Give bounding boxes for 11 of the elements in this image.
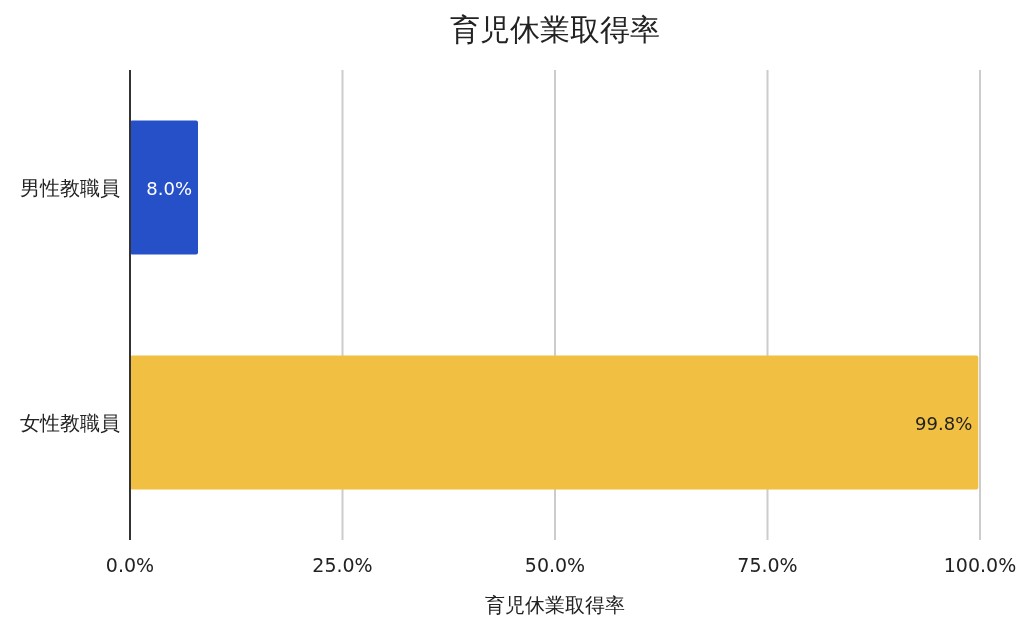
x-tick-label: 100.0% bbox=[943, 554, 1017, 576]
data-label: 99.8% bbox=[915, 412, 973, 434]
data-label: 8.0% bbox=[146, 177, 192, 199]
x-axis-title: 育児休業取得率 bbox=[485, 593, 625, 617]
x-tick-label: 75.0% bbox=[737, 554, 798, 576]
title: 育児休業取得率 bbox=[450, 12, 660, 47]
x-tick-label: 50.0% bbox=[524, 554, 586, 576]
x-tick-label: 0.0% bbox=[105, 554, 155, 576]
y-tick-label: 女性教職員 bbox=[20, 410, 120, 435]
y-tick-label: 男性教職員 bbox=[20, 175, 120, 200]
x-tick-label: 25.0% bbox=[312, 554, 373, 576]
